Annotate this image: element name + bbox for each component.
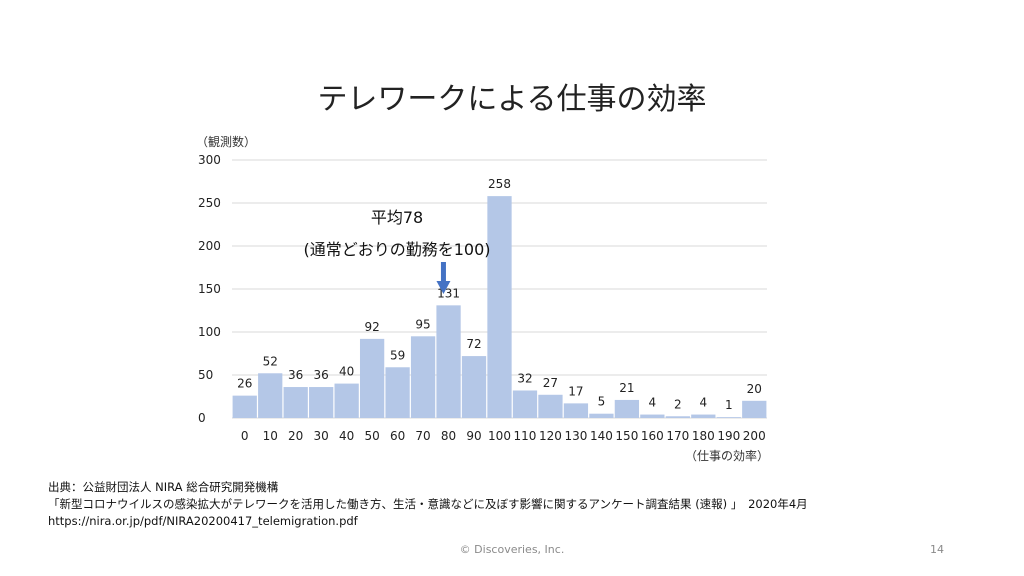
bar [665, 416, 690, 418]
bar [232, 395, 257, 418]
y-tick-label: 0 [198, 411, 206, 425]
x-tick-label: 20 [288, 429, 303, 443]
data-label: 95 [415, 317, 430, 331]
x-tick-label: 180 [692, 429, 715, 443]
data-label: 59 [390, 348, 405, 362]
bars [232, 196, 767, 418]
bar [487, 196, 512, 418]
x-tick-label: 50 [364, 429, 379, 443]
x-tick-label: 30 [314, 429, 329, 443]
data-label: 40 [339, 365, 354, 379]
bar [614, 399, 640, 418]
x-tick-label: 90 [466, 429, 481, 443]
annotation-note: (通常どおりの勤務を100) [303, 240, 490, 259]
bar [640, 414, 665, 418]
data-label: 92 [364, 320, 379, 334]
x-tick-label: 170 [666, 429, 689, 443]
source-line-2: 「新型コロナウイルスの感染拡大がテレワークを活用した働き方、生活・意識などに及ぼ… [48, 497, 808, 511]
bar [334, 383, 359, 418]
x-tick-label: 190 [717, 429, 740, 443]
page-number: 14 [930, 543, 944, 556]
x-tick-label: 40 [339, 429, 354, 443]
x-tick-label: 150 [615, 429, 638, 443]
data-label: 17 [568, 384, 583, 398]
data-label: 27 [543, 376, 558, 390]
x-tick-label: 0 [241, 429, 249, 443]
bar [283, 387, 308, 418]
bar [512, 390, 538, 418]
y-tick-label: 200 [198, 239, 221, 253]
x-tick-label: 140 [590, 429, 613, 443]
bar [589, 413, 614, 418]
data-label: 32 [517, 371, 532, 385]
y-tick-label: 250 [198, 196, 221, 210]
data-label: 36 [314, 368, 329, 382]
x-tick-label: 100 [488, 429, 511, 443]
x-tick-label: 60 [390, 429, 405, 443]
bar [461, 356, 487, 418]
data-label: 21 [619, 381, 634, 395]
mean-arrow-icon [436, 262, 451, 294]
bar [742, 400, 767, 418]
data-label: 36 [288, 368, 303, 382]
annotation-mean: 平均78 [371, 208, 423, 227]
y-tick-label: 300 [198, 153, 221, 167]
source-url: https://nira.or.jp/pdf/NIRA20200417_tele… [48, 514, 358, 528]
data-label: 2 [674, 397, 682, 411]
x-tick-label: 200 [743, 429, 766, 443]
data-label: 1 [725, 398, 733, 412]
y-tick-label: 100 [198, 325, 221, 339]
source-citation: 出典：公益財団法人 NIRA 総合研究開発機構 「新型コロナウイルスの感染拡大が… [48, 479, 808, 530]
bar [359, 338, 385, 418]
bar [436, 305, 461, 418]
data-label: 72 [466, 337, 481, 351]
arrow-head [436, 281, 451, 294]
data-label: 5 [598, 395, 606, 409]
data-label: 26 [237, 377, 252, 391]
x-tick-label: 130 [564, 429, 587, 443]
x-tick-label: 80 [441, 429, 456, 443]
y-tick-labels: 0 50 100 150 200 250 300 [198, 153, 221, 425]
x-tick-label: 70 [415, 429, 430, 443]
x-tick-label: 120 [539, 429, 562, 443]
x-axis-label: （仕事の効率） [685, 448, 769, 463]
x-tick-label: 110 [514, 429, 537, 443]
footer-copyright: © Discoveries, Inc. [459, 543, 565, 556]
data-label: 4 [699, 396, 707, 410]
data-label: 258 [488, 177, 511, 191]
bar [691, 414, 716, 418]
x-tick-label: 160 [641, 429, 664, 443]
bar [309, 387, 334, 418]
y-axis-label: （観測数） [196, 134, 256, 149]
bar [716, 417, 741, 418]
y-tick-label: 150 [198, 282, 221, 296]
bar [410, 336, 436, 418]
x-tick-label: 10 [263, 429, 278, 443]
bar [538, 394, 563, 418]
slide-title: テレワークによる仕事の効率 [317, 82, 707, 117]
arrow-shaft [440, 262, 446, 282]
bar [258, 373, 283, 418]
data-label: 4 [649, 396, 657, 410]
bar [563, 403, 589, 418]
bar [385, 367, 410, 418]
x-tick-labels: 0 10 20 30 40 50 60 70 80 90 100 110 120 130 140 150 160… [241, 429, 766, 443]
source-line-1: 出典：公益財団法人 NIRA 総合研究開発機構 [48, 480, 279, 494]
data-label: 52 [263, 354, 278, 368]
data-label: 20 [747, 382, 762, 396]
y-tick-label: 50 [198, 368, 213, 382]
